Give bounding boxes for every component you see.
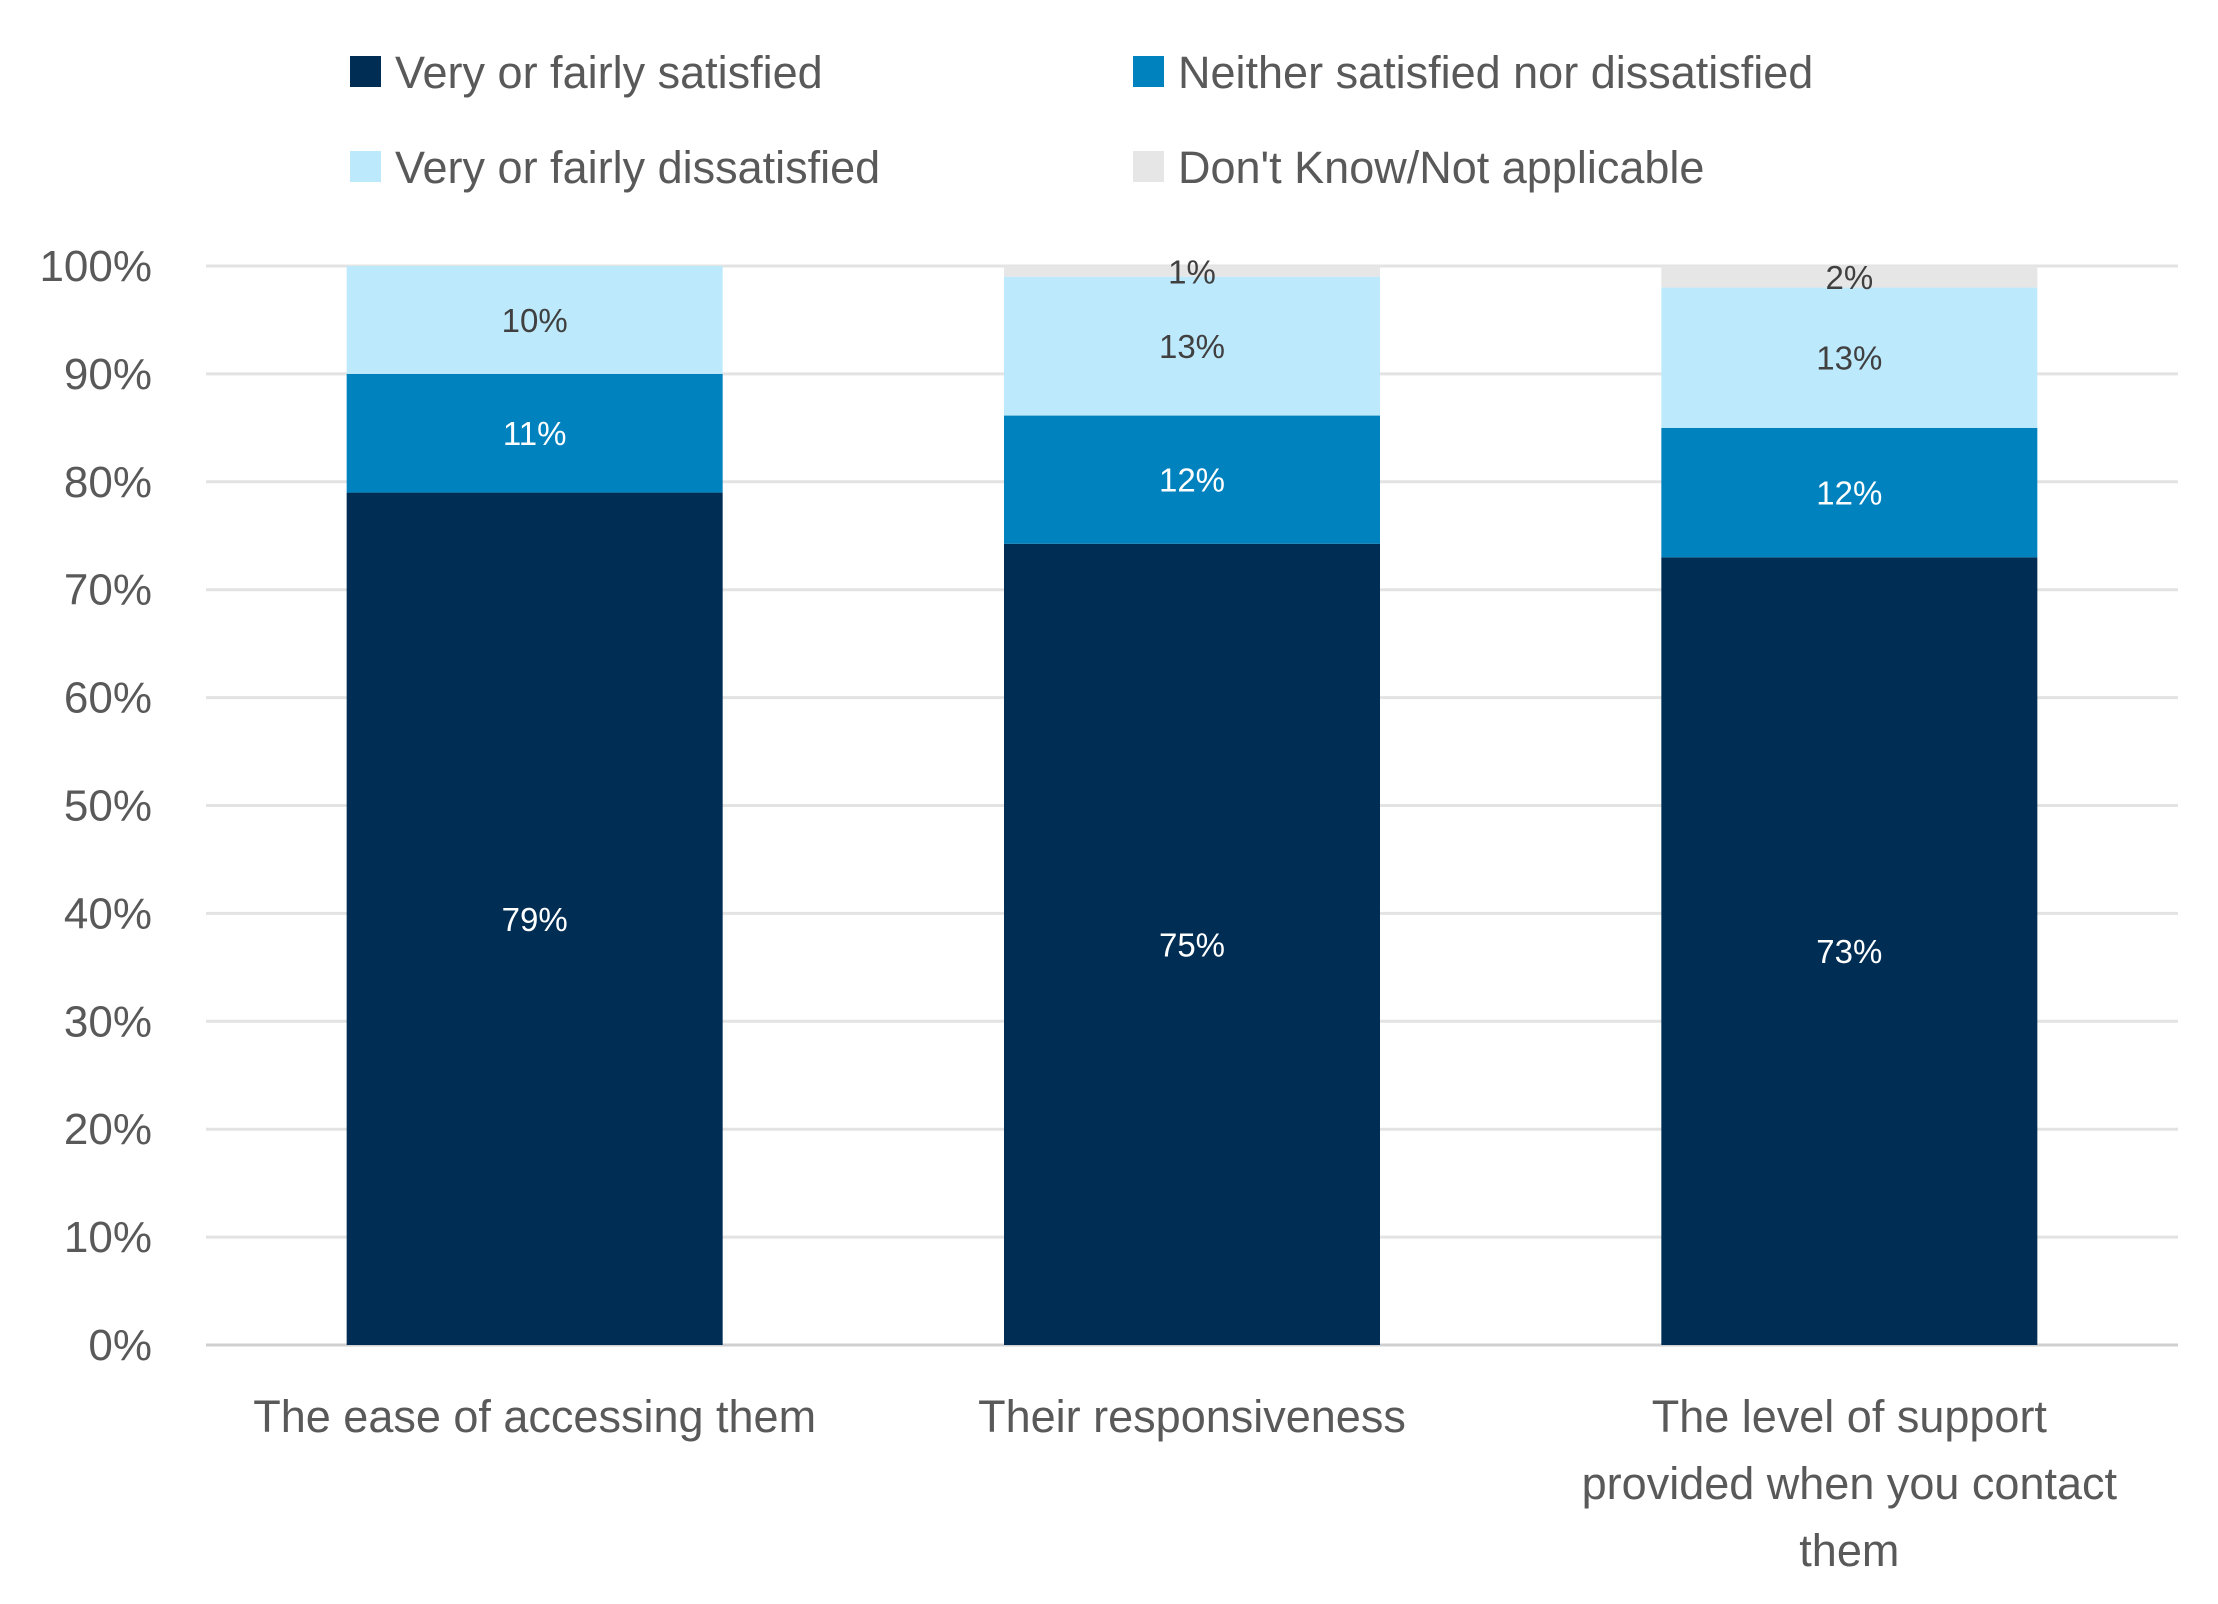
- bar-segment: [1004, 266, 1380, 277]
- bar-segment: [346, 373, 723, 493]
- data-label: 1%: [1168, 253, 1216, 290]
- legend-label: Very or fairly dissatisfied: [395, 142, 880, 193]
- y-tick-label: 30%: [64, 997, 152, 1046]
- x-category-label: them: [1799, 1525, 1899, 1576]
- data-label: 13%: [1159, 328, 1225, 365]
- y-tick-label: 50%: [64, 782, 152, 831]
- data-label: 73%: [1816, 933, 1882, 970]
- data-label: 13%: [1816, 340, 1882, 377]
- bar-segment: [1661, 266, 2038, 288]
- legend-swatch: [350, 56, 381, 87]
- data-label: 11%: [503, 415, 567, 452]
- legend-label: Neither satisfied nor dissatisfied: [1178, 47, 1813, 98]
- y-tick-label: 40%: [64, 889, 152, 938]
- legend-label: Don't Know/Not applicable: [1178, 142, 1704, 193]
- bar-segment: [1661, 427, 2038, 558]
- y-tick-label: 0%: [88, 1321, 152, 1370]
- legend-swatch: [1133, 56, 1164, 87]
- y-tick-label: 100%: [39, 242, 152, 291]
- data-label: 79%: [502, 901, 568, 938]
- y-tick-label: 10%: [64, 1213, 152, 1262]
- bar-segment: [1661, 287, 2038, 428]
- data-label: 12%: [1816, 475, 1882, 512]
- data-label: 75%: [1159, 926, 1225, 963]
- x-category-label: Their responsiveness: [978, 1391, 1406, 1442]
- x-category-label: The ease of accessing them: [253, 1391, 816, 1442]
- bar-segment: [1661, 557, 2038, 1345]
- bar-segment: [1004, 415, 1380, 544]
- data-label: 10%: [502, 302, 568, 339]
- legend-swatch: [350, 151, 381, 182]
- y-tick-label: 80%: [64, 458, 152, 507]
- data-label: 2%: [1825, 259, 1873, 296]
- x-category-label: provided when you contact: [1582, 1458, 2118, 1509]
- y-tick-label: 20%: [64, 1105, 152, 1154]
- bar-segment: [346, 266, 723, 374]
- legend-swatch: [1133, 151, 1164, 182]
- y-tick-label: 70%: [64, 566, 152, 615]
- y-tick-label: 60%: [64, 674, 152, 723]
- x-category-label: The level of support: [1652, 1391, 2048, 1442]
- bar-segment: [1004, 276, 1380, 416]
- legend-label: Very or fairly satisfied: [395, 47, 823, 98]
- y-tick-label: 90%: [64, 350, 152, 399]
- data-label: 12%: [1159, 462, 1225, 499]
- bar-segment: [346, 492, 723, 1346]
- bar-segment: [1004, 543, 1380, 1345]
